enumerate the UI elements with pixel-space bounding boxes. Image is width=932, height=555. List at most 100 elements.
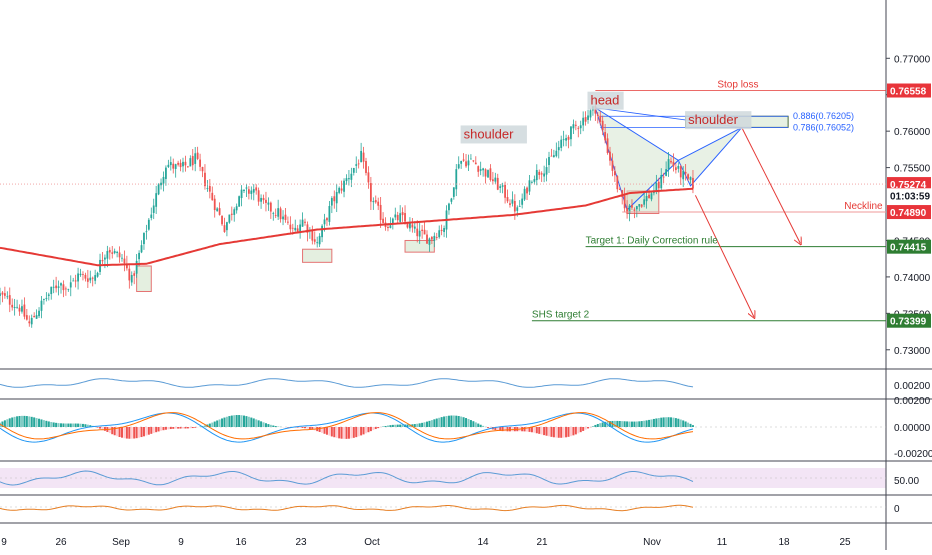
candle-body	[653, 192, 655, 193]
macd-bar	[155, 427, 157, 432]
macd-bar	[97, 427, 99, 428]
candle-body	[363, 153, 365, 162]
candle-body	[485, 169, 487, 176]
candle-body	[624, 196, 626, 209]
candle-body	[214, 199, 216, 210]
stop-loss-price-label: 0.76558	[890, 87, 927, 98]
candle-body	[6, 296, 8, 297]
macd-bar	[248, 417, 250, 427]
candle-body	[472, 160, 474, 161]
candle-body	[470, 159, 472, 160]
candle-body	[185, 162, 187, 165]
x-tick-label: 16	[235, 537, 247, 548]
macd-bar	[563, 427, 565, 438]
macd-bar	[687, 423, 689, 427]
candle-body	[477, 166, 479, 172]
candle-body	[338, 188, 340, 193]
macd-bar	[75, 424, 77, 427]
candle-body	[263, 198, 265, 200]
macd-bar	[326, 427, 328, 435]
candle-body	[43, 299, 45, 300]
candle-body	[167, 165, 169, 167]
macd-bar	[690, 424, 692, 427]
candle-body	[97, 273, 99, 277]
macd-bar	[358, 427, 360, 436]
candle-body	[499, 186, 501, 188]
candle-body	[568, 137, 570, 140]
candle-body	[153, 205, 155, 212]
candle-body	[148, 220, 150, 230]
candle-body	[38, 311, 40, 316]
x-tick-label: 26	[55, 537, 67, 548]
macd-bar	[319, 427, 321, 432]
candle-body	[519, 206, 521, 207]
candle-body	[136, 261, 138, 274]
candle-body	[565, 138, 567, 141]
oscillator-1-tick-label: 0.00200	[894, 381, 931, 392]
candle-body	[365, 161, 367, 173]
x-tick-label: Sep	[112, 537, 130, 548]
rsi-band	[0, 468, 886, 488]
macd-bar	[272, 425, 274, 427]
macd-bar	[389, 425, 391, 427]
candle-body	[429, 238, 431, 244]
macd-bar	[365, 427, 367, 433]
consolidation-box	[137, 266, 152, 292]
candle-body	[502, 185, 504, 186]
candle-body	[453, 187, 455, 197]
macd-bar	[121, 427, 123, 438]
candle-body	[380, 205, 382, 220]
macd-bar	[270, 425, 272, 427]
macd-bar	[143, 427, 145, 436]
candle-body	[482, 168, 484, 170]
candle-body	[202, 167, 204, 171]
macd-bar	[553, 427, 555, 437]
macd-bar	[336, 427, 338, 438]
candle-body	[375, 200, 377, 202]
macd-bar	[524, 427, 526, 431]
candle-body	[65, 289, 67, 290]
x-tick-label: 9	[1, 537, 7, 548]
candle-body	[382, 219, 384, 223]
candle-body	[680, 166, 682, 177]
candle-body	[577, 128, 579, 129]
macd-bar	[263, 422, 265, 427]
x-tick-label: 9	[178, 537, 184, 548]
macd-bar	[40, 419, 42, 427]
macd-bar	[392, 425, 394, 427]
macd-bar	[660, 418, 662, 427]
stop-loss-label: Stop loss	[717, 80, 758, 91]
macd-bar	[450, 416, 452, 427]
candle-body	[14, 307, 16, 308]
candle-body	[302, 220, 304, 227]
macd-bar	[629, 422, 631, 427]
candle-body	[458, 164, 460, 168]
candle-body	[494, 178, 496, 182]
candle-body	[207, 188, 209, 189]
macd-bar	[214, 422, 216, 427]
candle-body	[75, 280, 77, 281]
target1-price-label: 0.74415	[890, 243, 927, 254]
candle-body	[414, 227, 416, 229]
candle-body	[250, 191, 252, 194]
candle-body	[468, 161, 470, 166]
macd-bar	[275, 426, 277, 427]
macd-bar	[648, 420, 650, 427]
macd-bar	[126, 427, 128, 439]
macd-bar	[650, 419, 652, 427]
candle-body	[521, 199, 523, 205]
candle-body	[526, 188, 528, 194]
candle-body	[555, 151, 557, 156]
candle-body	[492, 179, 494, 181]
macd-bar	[209, 424, 211, 427]
macd-bar	[475, 422, 477, 427]
candle-body	[243, 190, 245, 191]
candle-body	[331, 198, 333, 205]
candle-body	[507, 197, 509, 201]
macd-bar	[45, 421, 47, 427]
candle-body	[433, 236, 435, 241]
candle-body	[619, 189, 621, 190]
macd-bar	[131, 427, 133, 439]
